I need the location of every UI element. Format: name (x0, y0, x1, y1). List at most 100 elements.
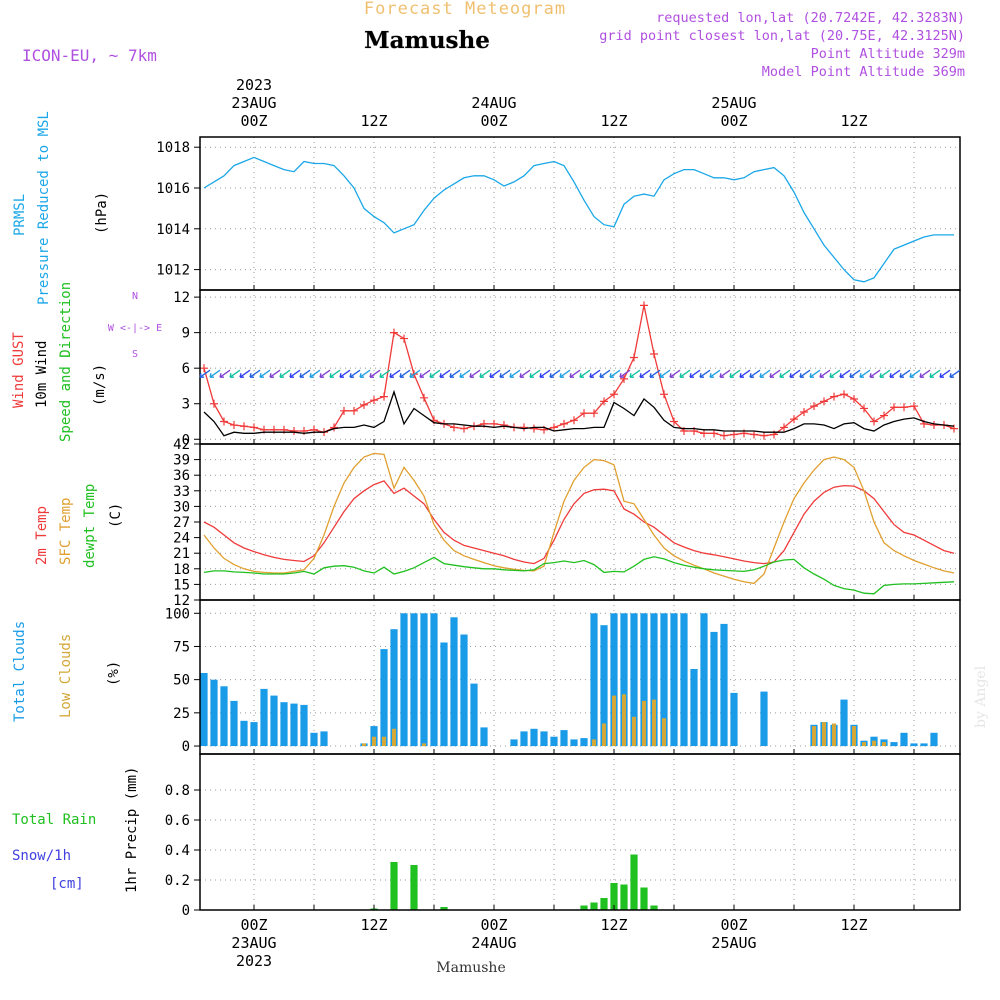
bar-total-clouds (300, 704, 308, 747)
wind-direction-arrow (679, 369, 691, 378)
y-tick-label: 12 (173, 290, 190, 306)
bar-total-clouds (610, 613, 618, 747)
watermark: by Angel (973, 665, 989, 728)
snow-label: Snow/1h (12, 848, 71, 864)
y-tick-label: 0.6 (165, 813, 190, 829)
gust-marker (760, 431, 768, 440)
gust-marker (810, 402, 818, 411)
series-line-2m-temp (203, 480, 955, 565)
gust-marker (560, 419, 568, 428)
bar-total-rain (390, 862, 398, 910)
wind-direction-arrow (659, 369, 671, 378)
gust-marker (640, 301, 648, 310)
wind-direction-arrow (629, 369, 641, 378)
wind-direction-arrow (409, 369, 421, 378)
time-label-top: 2023 (236, 76, 272, 94)
wind-direction-arrow (379, 369, 391, 378)
wind-direction-arrow (829, 369, 841, 378)
gust-marker (620, 374, 628, 383)
time-label-top: 12Z (600, 112, 627, 130)
bar-total-clouds (890, 742, 898, 747)
bar-low-clouds (812, 726, 816, 746)
time-label-top: 12Z (840, 112, 867, 130)
bar-total-clouds (560, 730, 568, 746)
wind-direction-arrow (759, 369, 771, 378)
time-label-bottom: 25AUG (711, 934, 756, 952)
gust-marker (720, 431, 728, 440)
wind-direction-arrow (549, 369, 561, 378)
bar-total-clouds (400, 613, 408, 747)
grid-point-coords: grid point closest lon,lat (20.75E, 42.3… (599, 28, 965, 44)
wind-gust-label: Wind GUST (11, 332, 27, 408)
gust-marker (900, 403, 908, 412)
bar-low-clouds (392, 728, 396, 747)
bar-total-clouds (920, 743, 928, 747)
y-tick-label: 36 (173, 468, 190, 484)
bar-total-clouds (280, 702, 288, 746)
wind-direction-arrow (499, 369, 511, 378)
time-label-bottom: 23AUG (231, 934, 276, 952)
bar-total-clouds (840, 699, 848, 747)
bar-total-clouds (520, 731, 528, 746)
bar-total-clouds (460, 634, 468, 746)
bar-total-clouds (730, 692, 738, 746)
gust-marker (550, 423, 558, 432)
wind-direction-arrow (849, 369, 861, 378)
panel-pressure: 1012 1014 1016 1018 (156, 136, 961, 291)
y-tick-label: 0.2 (165, 873, 190, 889)
wind-direction-arrow (199, 369, 211, 378)
wind-direction-arrow (859, 369, 871, 378)
wind-direction-arrow (929, 369, 941, 378)
product-title: Forecast Meteogram (364, 0, 566, 19)
bar-low-clouds (602, 723, 606, 747)
time-label-bottom: 24AUG (471, 934, 516, 952)
wind-direction-arrow (869, 369, 881, 378)
gust-marker (840, 390, 848, 399)
gust-marker (630, 353, 638, 362)
gust-marker (460, 424, 468, 433)
bar-low-clouds (832, 723, 836, 747)
bar-total-clouds (900, 732, 908, 747)
wind-direction-arrow (749, 369, 761, 378)
time-label-bottom: 2023 (236, 952, 272, 970)
time-label-bottom: 12Z (600, 916, 627, 934)
gust-marker (210, 399, 218, 408)
gust-marker (860, 404, 868, 413)
bar-low-clouds (852, 726, 856, 746)
wind-direction-arrow (709, 369, 721, 378)
bar-total-rain (590, 902, 598, 910)
gust-marker (610, 390, 618, 399)
wind-direction-arrow (689, 369, 701, 378)
time-label-top: 00Z (240, 112, 267, 130)
bar-total-rain (620, 884, 628, 910)
bar-low-clouds (612, 695, 616, 746)
wind-direction-arrow (949, 369, 961, 378)
total-clouds-label: Total Clouds (12, 621, 28, 722)
bar-total-clouds (720, 623, 728, 746)
y-tick-label: 39 (173, 453, 190, 469)
panel-clouds: 0 25 50 75 100 (165, 599, 961, 755)
gust-marker (670, 417, 678, 426)
gust-marker (220, 417, 228, 426)
bar-total-clouds (450, 617, 458, 747)
gust-marker (350, 406, 358, 415)
y-tick-label: 30 (173, 499, 190, 515)
bar-total-clouds (310, 732, 318, 747)
gust-marker (790, 415, 798, 424)
requested-coords: requested lon,lat (20.7242E, 42.3283N) (656, 10, 965, 26)
bar-total-clouds (590, 613, 598, 747)
ms-unit-label: (m/s) (92, 364, 108, 406)
y-tick-label: 24 (173, 531, 190, 547)
wind-direction-arrow (539, 369, 551, 378)
percent-unit-label: (%) (106, 661, 122, 686)
gust-marker (870, 417, 878, 426)
wind-direction-arrow (879, 369, 891, 378)
bar-low-clouds (862, 742, 866, 747)
time-label-bottom: 00Z (240, 916, 267, 934)
bar-total-clouds (710, 631, 718, 747)
wind-direction-arrow (209, 369, 221, 378)
bar-total-clouds (640, 613, 648, 747)
